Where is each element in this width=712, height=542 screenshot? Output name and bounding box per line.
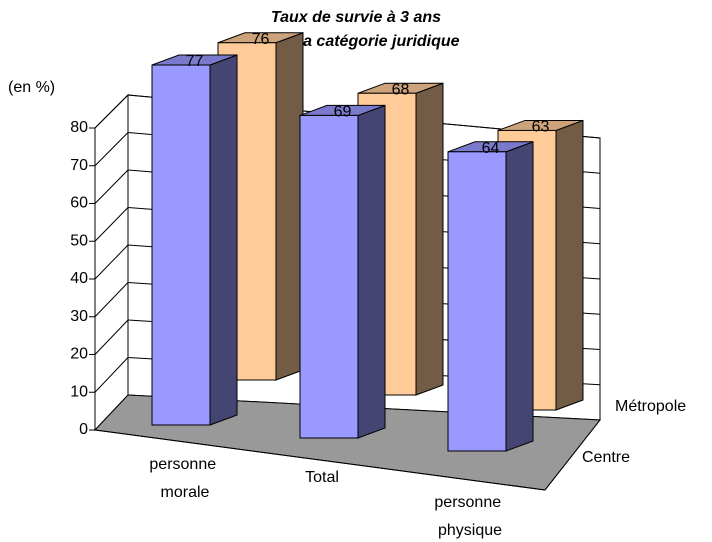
grid-line (94, 94, 129, 129)
grid-line (94, 132, 129, 167)
value-label: 77 (186, 53, 204, 70)
y-tick-label: 60 (70, 195, 88, 212)
grid-line (94, 169, 129, 204)
bar-front (447, 151, 507, 452)
value-label: 69 (334, 104, 352, 121)
value-label: 76 (252, 31, 270, 48)
bar-front (151, 64, 211, 426)
chart-title: Taux de survie à 3 ans (271, 9, 441, 26)
bar-side (505, 141, 534, 452)
x-axis (94, 429, 546, 491)
y-tick-label: 0 (79, 421, 88, 438)
bar-side (209, 54, 238, 426)
x-tick-line: physique (438, 522, 502, 539)
y-tick-label: 40 (70, 270, 88, 287)
chart-title: selon la catégorie juridique (252, 33, 459, 50)
y-tick-label: 70 (70, 157, 88, 174)
y-tick-label: 20 (70, 346, 88, 363)
bar (299, 104, 386, 439)
x-tick-label: personne morale (149, 456, 220, 501)
bar-side (555, 119, 584, 411)
y-tick-label: 30 (70, 308, 88, 325)
legend-label: Centre (582, 449, 630, 466)
legend-label: Métropole (615, 398, 686, 415)
value-label: 64 (482, 140, 500, 157)
bar (357, 82, 444, 396)
bar-front (299, 114, 359, 439)
y-axis-label: (en %) (8, 79, 55, 96)
bar-side (357, 104, 386, 439)
x-tick-line: personne (434, 494, 505, 511)
grid-line (94, 282, 129, 318)
y-tick-label: 50 (70, 232, 88, 249)
grid-line (94, 319, 129, 355)
y-tick-label: 10 (70, 383, 88, 400)
x-tick-label: Total (305, 469, 339, 486)
bar (151, 54, 238, 426)
y-tick-label: 80 (70, 119, 88, 136)
x-tick-line: morale (161, 484, 210, 501)
grid-line (94, 244, 129, 280)
value-label: 68 (392, 81, 410, 98)
depth-axis (544, 419, 601, 491)
x-tick-line: personne (149, 456, 220, 473)
bar (447, 141, 534, 452)
bar-side (415, 82, 444, 396)
x-tick-label: personne physique (434, 494, 505, 539)
value-label: 63 (532, 119, 550, 136)
grid-line (94, 207, 129, 242)
bar-side (275, 32, 304, 381)
grid-line (94, 357, 129, 393)
